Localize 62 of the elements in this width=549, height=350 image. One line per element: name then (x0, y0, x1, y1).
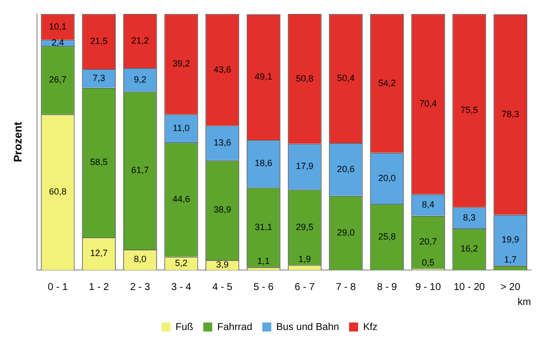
data-label: 2,4 (52, 37, 64, 48)
data-label: 43,6 (214, 64, 232, 74)
data-label: 44,6 (172, 194, 190, 204)
data-label: 21,2 (131, 35, 149, 46)
data-label: 31,1 (254, 222, 272, 232)
legend-label: Fuß (175, 322, 194, 333)
x-tick-label: 7 - 8 (336, 282, 356, 293)
data-label: 1,7 (504, 254, 517, 265)
data-label: 0,5 (422, 258, 434, 268)
data-label: 8,3 (463, 212, 476, 222)
data-label: 8,0 (134, 254, 146, 264)
data-label: 5,2 (174, 258, 188, 268)
data-label: 9,2 (134, 74, 146, 84)
data-label: 11,0 (172, 122, 190, 133)
x-tick-label: 6 - 7 (294, 282, 316, 293)
x-tick-label: 3 - 4 (171, 282, 192, 293)
data-label: 29,0 (337, 227, 355, 238)
data-label: 20,7 (419, 236, 437, 247)
data-label: 50,8 (296, 73, 314, 84)
data-label: 75,5 (460, 105, 478, 116)
data-label: 3,9 (216, 259, 229, 270)
data-label: 49,1 (254, 72, 272, 82)
x-tick-label: 0 - 1 (48, 282, 68, 293)
x-tick-label: 5 - 6 (254, 282, 274, 293)
legend-label: Fahrrad (217, 322, 252, 333)
x-tick-label: 8 - 9 (376, 282, 398, 293)
data-label: 13,6 (214, 138, 232, 148)
data-label: 18,6 (254, 158, 272, 168)
data-label: 17,9 (296, 161, 314, 172)
x-tick-label: 9 - 10 (415, 282, 442, 293)
legend-label: Kfz (363, 322, 378, 333)
data-label: 1,9 (298, 254, 311, 264)
data-label: 25,8 (378, 231, 396, 242)
data-label: 54,2 (378, 78, 396, 88)
data-label: 39,2 (172, 58, 190, 69)
data-label: 26,7 (49, 74, 67, 85)
data-label: 78,3 (502, 108, 520, 119)
data-label: 38,9 (214, 204, 232, 215)
data-label: 21,5 (90, 36, 108, 46)
data-label: 12,7 (90, 248, 108, 258)
x-tick-label: 2 - 3 (130, 282, 151, 293)
data-label: 70,4 (419, 98, 437, 109)
x-tick-label: 10 - 20 (454, 282, 486, 293)
x-tick-label: 1 - 2 (88, 282, 110, 293)
data-label: 61,7 (131, 165, 149, 176)
data-label: 16,2 (460, 244, 478, 254)
data-label: 20,6 (337, 164, 355, 174)
data-label: 7,3 (92, 72, 106, 83)
legend-label: Bus und Bahn (276, 322, 340, 333)
data-label: 60,8 (49, 186, 67, 197)
x-axis-title: km (518, 296, 531, 308)
data-label: 1,1 (257, 256, 270, 266)
data-label: 8,4 (422, 199, 434, 210)
data-label: 19,9 (502, 234, 520, 245)
x-tick-label: > 20 (500, 282, 521, 293)
data-label: 10,1 (49, 21, 67, 32)
data-label: 50,4 (337, 72, 355, 83)
data-label: 29,5 (296, 222, 314, 232)
x-tick-label: 4 - 5 (212, 282, 233, 293)
data-label: 20,0 (378, 172, 396, 183)
y-axis-title: Prozent (12, 122, 25, 162)
data-label: 58,5 (90, 157, 108, 168)
